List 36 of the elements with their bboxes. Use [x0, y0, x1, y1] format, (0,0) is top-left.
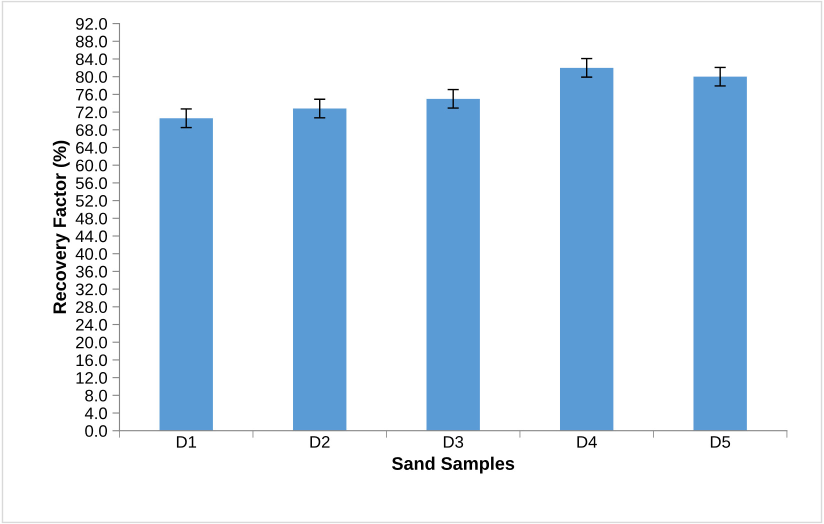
x-tick-label: D3: [444, 436, 464, 448]
y-tick-label: 88.0: [76, 36, 108, 48]
x-axis-title: Sand Samples: [392, 456, 514, 474]
y-tick-label: 84.0: [76, 53, 108, 66]
y-tick-label: 76.0: [76, 88, 108, 101]
y-tick-label: 12.0: [76, 372, 108, 384]
y-tick-label: 40.0: [76, 248, 108, 260]
y-tick-label: 80.0: [76, 71, 108, 83]
x-tick-label: D4: [577, 436, 597, 448]
y-tick-label: 92.0: [76, 18, 108, 30]
y-tick-label: 20.0: [76, 336, 108, 348]
y-tick-label: 68.0: [76, 124, 108, 136]
x-tick-label: D5: [710, 436, 730, 448]
y-axis-title: Recovery Factor (%): [52, 140, 70, 314]
bar: [293, 108, 346, 431]
y-tick-label: 72.0: [76, 106, 108, 118]
y-tick-label: 4.0: [84, 407, 108, 420]
bar: [560, 68, 614, 431]
y-tick-label: 0.0: [85, 425, 108, 437]
y-tick-label: 32.0: [76, 284, 108, 296]
y-tick-label: 8.0: [85, 390, 108, 402]
y-tick-label: 60.0: [76, 160, 108, 172]
y-tick-label: 28.0: [76, 301, 108, 314]
bar: [693, 76, 747, 431]
y-tick-label: 48.0: [76, 212, 108, 225]
x-tick-label: D2: [310, 436, 330, 448]
y-tick-label: 44.0: [76, 230, 108, 242]
y-tick-label: 56.0: [76, 177, 108, 190]
y-tick-label: 64.0: [76, 142, 108, 154]
bar: [160, 118, 213, 431]
y-tick-label: 24.0: [76, 318, 108, 331]
y-tick-label: 36.0: [76, 266, 108, 278]
y-tick-label: 16.0: [76, 354, 108, 366]
x-tick-label: D1: [176, 436, 196, 448]
y-tick-label: 52.0: [76, 195, 108, 207]
bar: [426, 98, 480, 431]
